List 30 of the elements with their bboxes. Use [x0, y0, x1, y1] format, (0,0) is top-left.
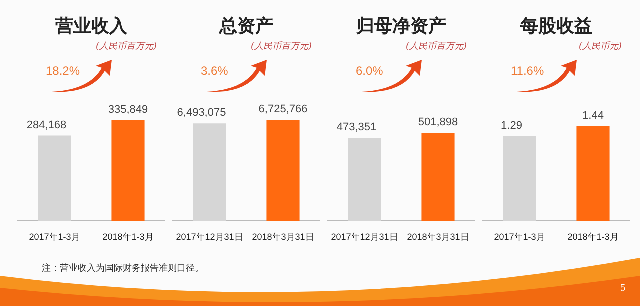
- x-tick-label: 2018年1-3月: [102, 232, 154, 242]
- data-label: 6,493,075: [177, 107, 226, 120]
- x-tick-label: 2017年12月31日: [176, 232, 244, 242]
- data-label: 335,849: [108, 104, 148, 116]
- data-label: 284,168: [26, 119, 67, 132]
- text: 11.6%: [511, 64, 544, 78]
- text: 18.2%: [46, 64, 80, 78]
- data-label: 473,351: [336, 122, 377, 134]
- text: 注：营业收入为国际财务报告准则口径。: [42, 262, 204, 275]
- text: 3.6%: [201, 64, 228, 78]
- text: 5: [620, 284, 626, 294]
- x-tick-label: 2018年3月31日: [252, 232, 314, 242]
- x-tick-label: 2018年3月31日: [407, 232, 470, 242]
- chart-title: 归母净资产: [356, 15, 448, 39]
- chart-title: 总资产: [218, 15, 274, 39]
- x-tick-label: 2017年1-3月: [29, 232, 80, 242]
- data-label: 6,725,766: [258, 104, 308, 116]
- data-label: 501,898: [418, 116, 458, 129]
- chart-title: 营业收入: [54, 15, 128, 39]
- x-tick-label: 2018年1-3月: [568, 232, 619, 242]
- chart-subtitle: (人民币百万元): [404, 40, 468, 54]
- x-tick-label: 2017年12月31日: [331, 232, 398, 242]
- chart-subtitle: (人民币元): [578, 40, 623, 54]
- data-label: 1.44: [582, 110, 604, 122]
- chart-subtitle: (人民币百万元): [94, 40, 158, 54]
- x-tick-label: 2017年1-3月: [494, 232, 546, 242]
- chart-subtitle: (人民币百万元): [250, 40, 313, 54]
- text: 6.0%: [356, 64, 384, 78]
- chart-title: 每股收益: [520, 15, 594, 39]
- data-label: 1.29: [501, 120, 522, 132]
